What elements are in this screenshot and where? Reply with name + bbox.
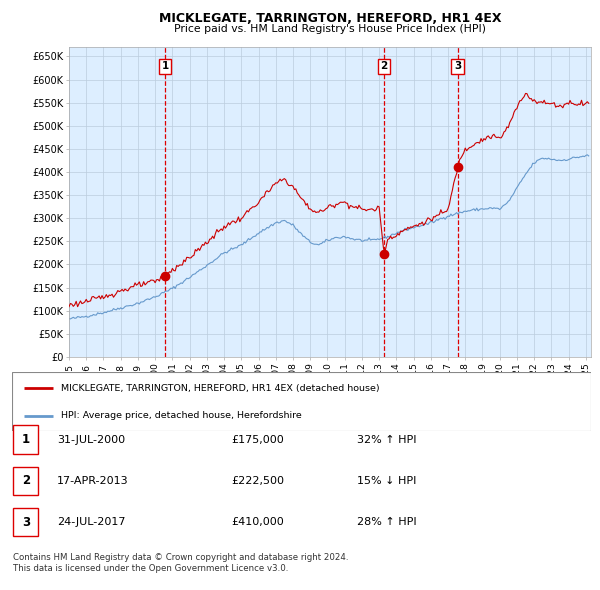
Text: £410,000: £410,000 [231,517,284,527]
Text: £222,500: £222,500 [231,476,284,486]
Text: 2: 2 [380,61,388,71]
Text: Price paid vs. HM Land Registry's House Price Index (HPI): Price paid vs. HM Land Registry's House … [174,24,486,34]
Text: HPI: Average price, detached house, Herefordshire: HPI: Average price, detached house, Here… [61,411,302,421]
Text: 3: 3 [454,61,461,71]
Text: Contains HM Land Registry data © Crown copyright and database right 2024.
This d: Contains HM Land Registry data © Crown c… [13,553,349,573]
Text: £175,000: £175,000 [231,435,284,444]
Text: 28% ↑ HPI: 28% ↑ HPI [357,517,416,527]
Text: MICKLEGATE, TARRINGTON, HEREFORD, HR1 4EX: MICKLEGATE, TARRINGTON, HEREFORD, HR1 4E… [159,12,501,25]
Text: 32% ↑ HPI: 32% ↑ HPI [357,435,416,444]
Text: 1: 1 [161,61,169,71]
Text: MICKLEGATE, TARRINGTON, HEREFORD, HR1 4EX (detached house): MICKLEGATE, TARRINGTON, HEREFORD, HR1 4E… [61,384,380,393]
Text: 31-JUL-2000: 31-JUL-2000 [57,435,125,444]
Text: 17-APR-2013: 17-APR-2013 [57,476,128,486]
Text: 24-JUL-2017: 24-JUL-2017 [57,517,125,527]
Text: 2: 2 [22,474,30,487]
Text: 1: 1 [22,433,30,446]
Text: 3: 3 [22,516,30,529]
Text: 15% ↓ HPI: 15% ↓ HPI [357,476,416,486]
